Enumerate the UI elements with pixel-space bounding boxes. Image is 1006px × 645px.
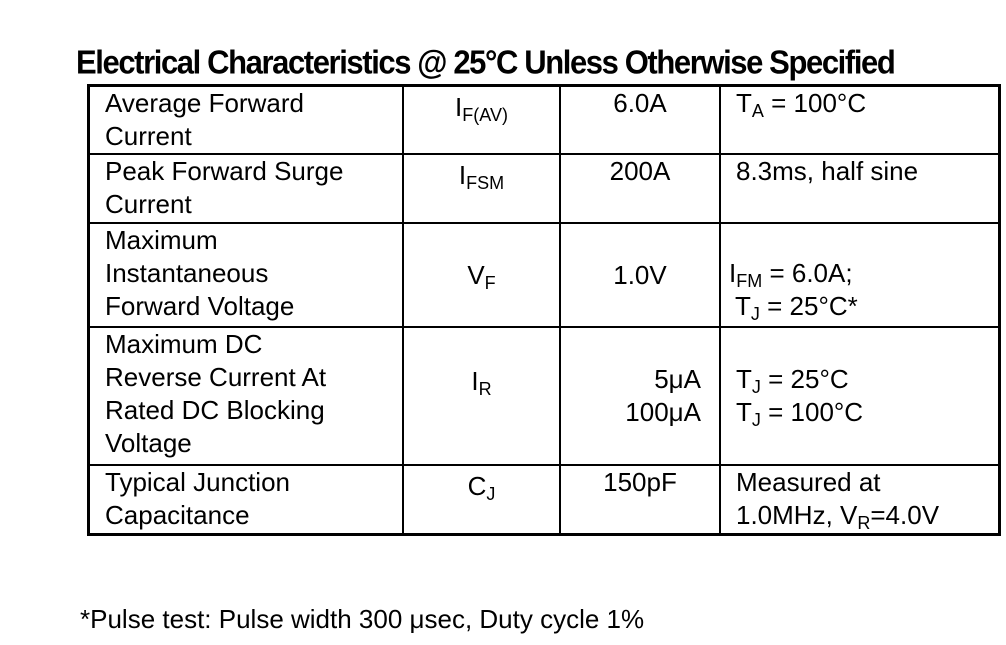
symbol-main: V [467, 259, 485, 290]
parameter-line: Maximum [105, 225, 218, 255]
parameter-cell: Average Forward Current [87, 84, 404, 155]
symbol-cell: IFSM [402, 153, 561, 224]
table-row: Maximum Instantaneous Forward Voltage VF… [87, 222, 1001, 328]
parameter-line: Peak Forward Surge [105, 156, 344, 186]
value-cell: 1.0V [559, 222, 721, 328]
conditions-cell: 8.3ms, half sine [719, 153, 1001, 224]
condition-line: TJ = 25°C* [735, 291, 858, 324]
parameter-line: Rated DC Blocking [105, 395, 325, 425]
conditions-cell: TA = 100°C [719, 84, 1001, 155]
symbol-main: I [455, 92, 463, 122]
parameter-line: Average Forward [105, 88, 304, 118]
value-line: 100μA [625, 397, 701, 427]
condition-line: Measured at [736, 467, 881, 497]
symbol-cell: IF(AV) [402, 84, 561, 155]
parameter-line: Current [105, 121, 192, 151]
value-cell: 5μA 100μA [559, 326, 721, 466]
symbol-main: C [467, 471, 487, 501]
symbol-subscript: R [478, 379, 492, 399]
parameter-line: Typical Junction [105, 467, 290, 497]
symbol-subscript: FSM [466, 173, 505, 193]
footnote: *Pulse test: Pulse width 300 μsec, Duty … [80, 604, 645, 634]
condition-line: 8.3ms, half sine [736, 156, 919, 186]
parameter-line: Maximum DC [105, 329, 263, 359]
electrical-characteristics-table: Average Forward Current IF(AV) 6.0A TA =… [87, 84, 1001, 536]
value-cell: 6.0A [559, 84, 721, 155]
value-line: 150pF [603, 467, 677, 497]
parameter-cell: Maximum Instantaneous Forward Voltage [87, 222, 404, 328]
condition-line: TA = 100°C [736, 88, 867, 121]
table-row: Typical Junction Capacitance CJ 150pF Me… [87, 464, 1001, 535]
table-row: Average Forward Current IF(AV) 6.0A TA =… [87, 84, 1001, 155]
condition-line: IFM = 6.0A; [729, 258, 853, 291]
value-line: 1.0V [613, 259, 667, 290]
conditions-cell: TJ = 25°C TJ = 100°C [719, 326, 1001, 466]
symbol-subscript: F [484, 272, 496, 293]
parameter-cell: Peak Forward Surge Current [87, 153, 404, 224]
condition-line: TJ = 25°C [736, 364, 849, 397]
value-line: 5μA [654, 364, 701, 394]
table-row: Peak Forward Surge Current IFSM 200A 8.3… [87, 153, 1001, 224]
value-cell: 150pF [559, 464, 721, 535]
symbol-cell: VF [402, 222, 561, 328]
parameter-line: Forward Voltage [105, 291, 295, 321]
parameter-cell: Maximum DC Reverse Current At Rated DC B… [87, 326, 404, 466]
value-line: 6.0A [613, 88, 667, 118]
conditions-cell: Measured at 1.0MHz, VR=4.0V [719, 464, 1001, 535]
symbol-main: I [471, 366, 479, 396]
symbol-cell: CJ [402, 464, 561, 535]
condition-line: 1.0MHz, VR=4.0V [736, 500, 940, 533]
symbol-main: I [458, 160, 467, 190]
condition-line: TJ = 100°C [736, 397, 864, 430]
parameter-line: Current [105, 189, 192, 219]
symbol-subscript: F(AV) [462, 105, 508, 125]
parameter-line: Instantaneous [105, 258, 269, 288]
conditions-cell: IFM = 6.0A; TJ = 25°C* [719, 222, 1001, 328]
parameter-line: Capacitance [105, 500, 250, 530]
parameter-line: Voltage [105, 428, 192, 458]
section-title: Electrical Characteristics @ 25°C Unless… [76, 43, 896, 82]
table-row: Maximum DC Reverse Current At Rated DC B… [87, 326, 1001, 466]
symbol-cell: IR [402, 326, 561, 466]
value-cell: 200A [559, 153, 721, 224]
parameter-cell: Typical Junction Capacitance [87, 464, 404, 535]
symbol-subscript: J [486, 484, 496, 504]
value-line: 200A [609, 156, 671, 186]
parameter-line: Reverse Current At [105, 362, 327, 392]
